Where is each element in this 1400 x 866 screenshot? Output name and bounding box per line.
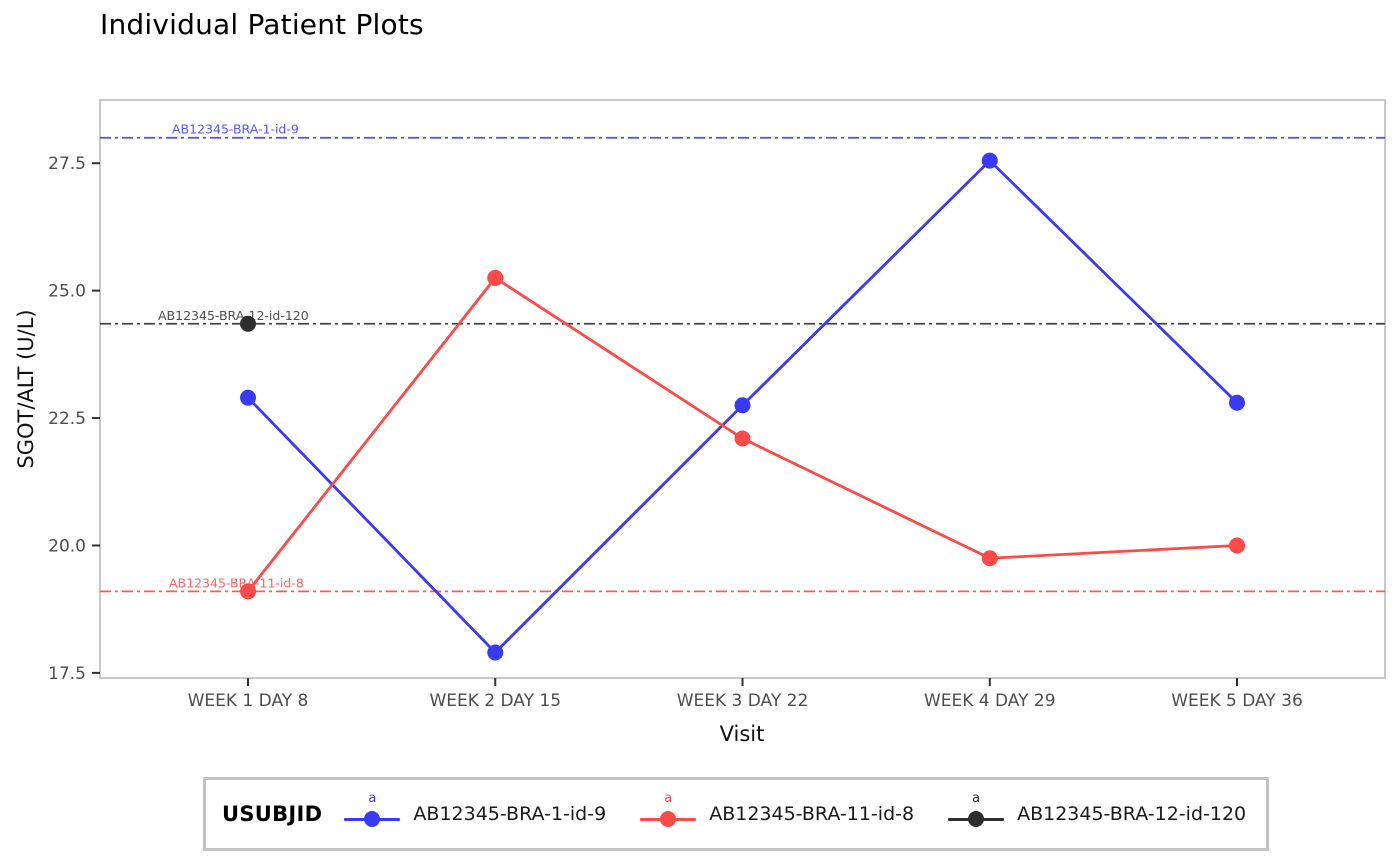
legend-entry-label: AB12345-BRA-11-id-8 xyxy=(709,803,915,825)
y-tick-label: 27.5 xyxy=(48,154,86,174)
legend-marker-dot xyxy=(660,811,677,827)
y-tick-label: 17.5 xyxy=(48,664,86,684)
legend-entry: a AB12345-BRA-11-id-8 xyxy=(640,791,914,837)
y-axis-title: SGOT/ALT (U/L) xyxy=(14,309,38,468)
legend-entry-label: AB12345-BRA-12-id-120 xyxy=(1017,803,1247,825)
legend: USUBJID a AB12345-BRA-1-id-9 a AB12345-BRA-… xyxy=(203,777,1270,851)
data-point xyxy=(734,397,751,414)
legend-entries: a AB12345-BRA-1-id-9 a AB12345-BRA-11-id-8 a… xyxy=(344,791,1246,837)
data-point xyxy=(1229,394,1245,411)
data-point xyxy=(981,152,998,169)
data-point xyxy=(240,389,256,406)
legend-marker-letter: a xyxy=(664,791,673,806)
ref-line-label: AB12345-BRA-12-id-120 xyxy=(158,308,309,323)
data-point xyxy=(981,550,998,567)
x-tick-label: WEEK 4 DAY 29 xyxy=(924,691,1056,711)
legend-entry-label: AB12345-BRA-1-id-9 xyxy=(413,803,607,825)
data-point xyxy=(1229,537,1245,554)
x-tick-label: WEEK 2 DAY 15 xyxy=(429,691,561,711)
x-tick-label: WEEK 5 DAY 36 xyxy=(1171,691,1303,711)
x-tick-label: WEEK 3 DAY 22 xyxy=(677,691,809,711)
legend-marker-letter: a xyxy=(368,791,377,806)
data-point xyxy=(487,644,504,661)
legend-entry: a AB12345-BRA-12-id-120 xyxy=(948,791,1246,837)
ref-line-label: AB12345-BRA-11-id-8 xyxy=(169,575,304,590)
patient-plot-canvas: AB12345-BRA-1-id-9 AB12345-BRA-11-id-8 AB1… xyxy=(14,99,1386,746)
plot-panel xyxy=(99,99,1386,679)
ref-line-label: AB12345-BRA-1-id-9 xyxy=(172,122,299,137)
legend-marker-dot xyxy=(364,811,381,827)
data-point xyxy=(240,583,256,600)
y-tick-label: 25.0 xyxy=(48,282,86,302)
series-group xyxy=(240,152,1245,661)
legend-title: USUBJID xyxy=(222,802,323,826)
reference-lines-group: AB12345-BRA-1-id-9 AB12345-BRA-11-id-8 AB1… xyxy=(100,122,1385,593)
x-tick-label: WEEK 1 DAY 8 xyxy=(188,691,309,711)
legend-marker: a xyxy=(344,791,401,837)
y-tick-label: 20.0 xyxy=(48,536,86,556)
legend-marker: a xyxy=(948,791,1005,837)
page-title: Individual Patient Plots xyxy=(100,8,424,41)
data-point xyxy=(734,430,751,447)
axis-ticks-group: 17.5 20.0 22.5 25.0 27.5 WEEK 1 DAY 8 WEEK 2 D… xyxy=(48,154,1303,711)
legend-marker-letter: a xyxy=(972,791,981,806)
x-axis-title: Visit xyxy=(720,722,765,746)
y-tick-label: 22.5 xyxy=(48,409,86,429)
legend-marker: a xyxy=(640,791,697,837)
data-point xyxy=(487,269,504,286)
legend-entry: a AB12345-BRA-1-id-9 xyxy=(344,791,606,837)
legend-marker-dot xyxy=(968,811,985,827)
data-point xyxy=(240,315,256,332)
